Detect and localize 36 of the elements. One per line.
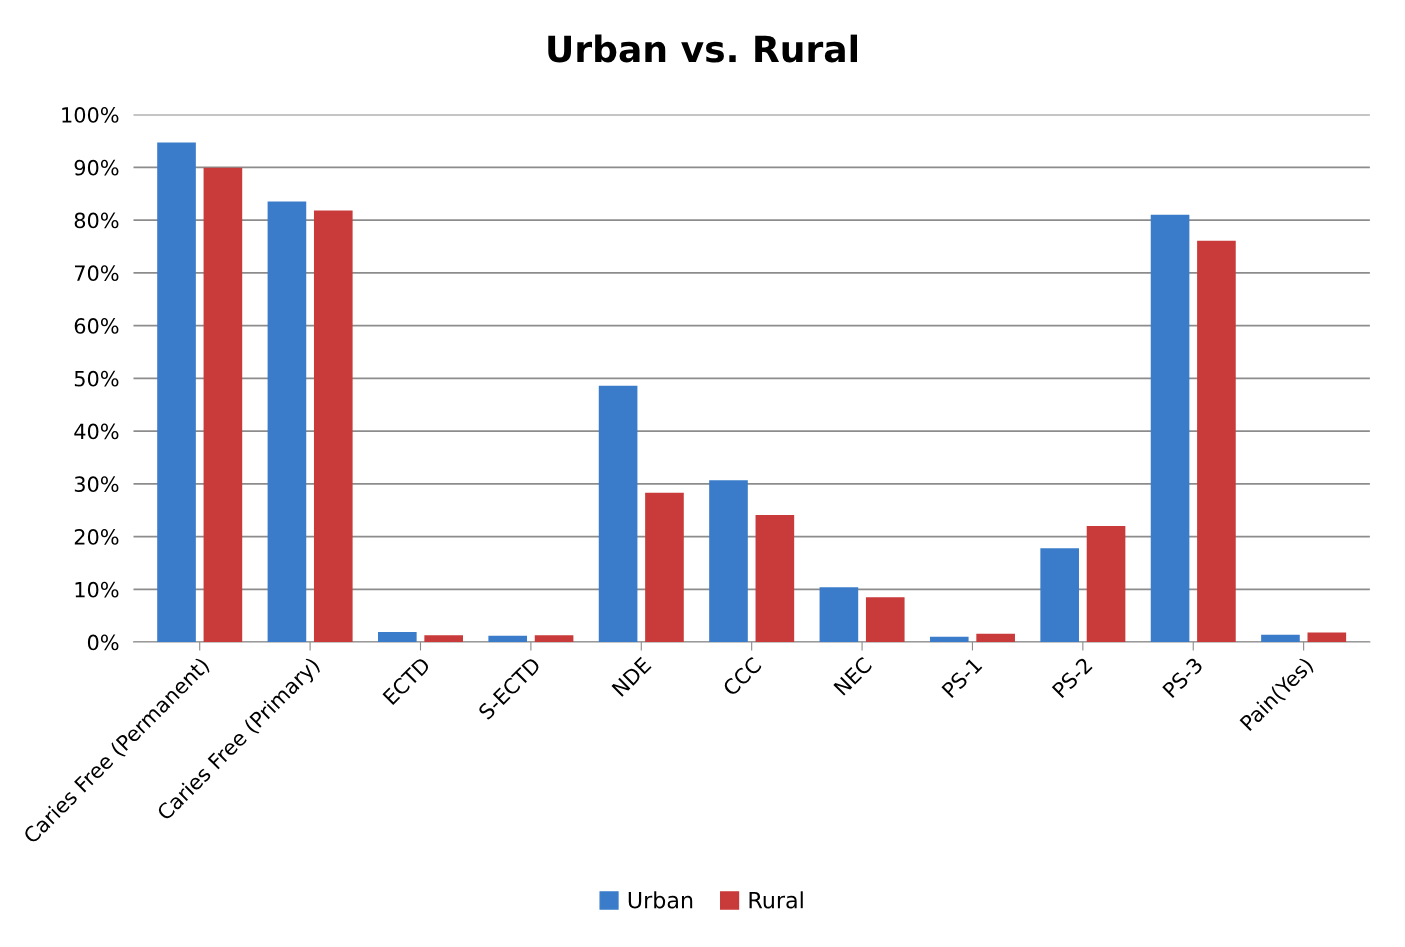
bar (378, 632, 417, 643)
bar (1040, 548, 1079, 643)
y-tick-label: 30% (74, 476, 119, 493)
bar (929, 636, 969, 643)
bar (157, 142, 196, 643)
bar (534, 635, 574, 643)
bar (1307, 632, 1347, 643)
y-tick-label: 50% (74, 370, 119, 387)
y-tick-label: 10% (75, 581, 119, 598)
bar (709, 480, 748, 643)
bar (865, 597, 905, 643)
legend-label: Urban (628, 891, 693, 909)
bar (976, 633, 1015, 643)
y-tick-label: 90% (74, 159, 119, 176)
bar (1086, 526, 1126, 643)
y-tick-label: 80% (74, 212, 119, 229)
chart-title: Urban vs. Rural (548, 34, 857, 63)
y-tick-label: 70% (74, 265, 119, 282)
bar (424, 635, 463, 643)
legend-label: Rural (749, 891, 803, 909)
bar (598, 385, 638, 643)
y-tick-label: 40% (74, 423, 119, 440)
bar (313, 210, 353, 643)
y-tick-label: 0% (87, 634, 119, 651)
y-tick-label: 100% (62, 107, 119, 123)
bar (267, 201, 307, 643)
y-tick-label: 60% (74, 318, 119, 334)
bar (755, 514, 795, 643)
bar (1150, 214, 1190, 643)
bar (488, 635, 528, 643)
bar (203, 167, 243, 643)
bar (645, 492, 684, 643)
bar (1197, 240, 1236, 643)
bar (819, 587, 859, 643)
y-tick-label: 20% (74, 529, 119, 545)
bar (1261, 634, 1300, 643)
